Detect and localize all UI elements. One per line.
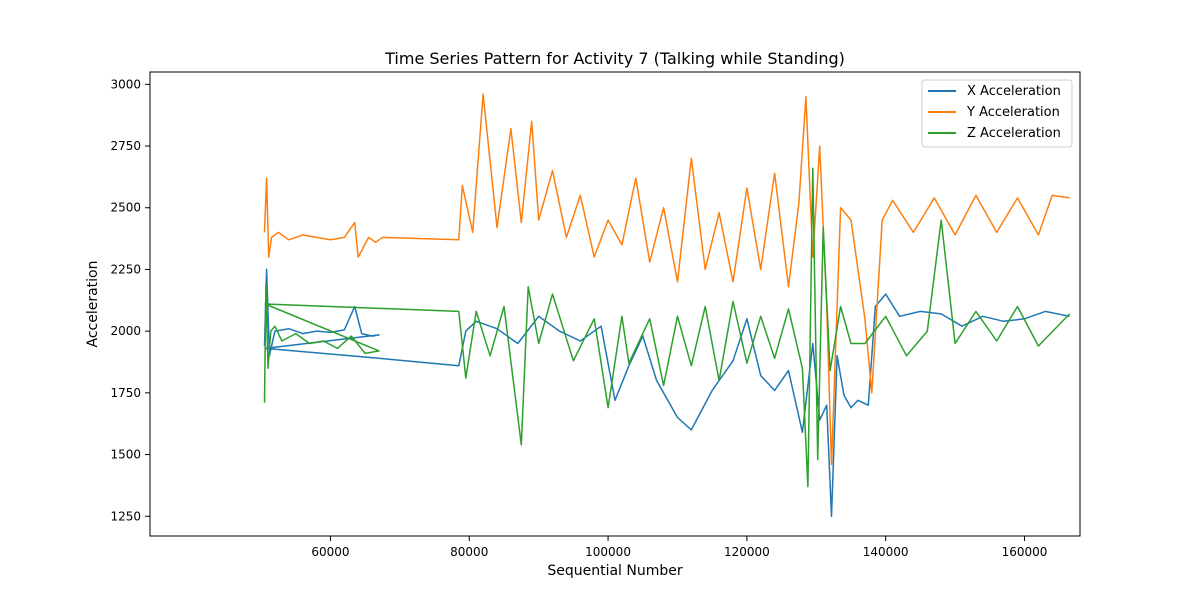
legend-box (921, 79, 1073, 148)
legend-label: Z Acceleration (967, 126, 1061, 141)
y-tick-label: 3000 (110, 77, 141, 91)
plot-frame (149, 71, 1081, 537)
x-tick-label: 60000 (311, 545, 349, 559)
x-tick-label: 80000 (450, 545, 488, 559)
chart-title: Time Series Pattern for Activity 7 (Talk… (384, 49, 845, 68)
x-axis-label: Sequential Number (547, 563, 683, 579)
y-tick-label: 2500 (110, 201, 141, 215)
series-line-3 (263, 167, 1071, 488)
legend-label: X Acceleration (967, 84, 1061, 99)
y-tick-label: 2250 (110, 262, 141, 276)
y-tick-label: 2000 (110, 324, 141, 338)
x-axis: 60000 80000 100000 120000 140000 160000 (311, 536, 1047, 559)
y-tick-label: 2750 (110, 139, 141, 153)
plot-area (263, 93, 1071, 518)
y-axis-label: Acceleration (85, 261, 101, 348)
y-tick-label: 1500 (110, 448, 141, 462)
series-line-1 (263, 268, 1070, 518)
legend-label: Y Acceleration (966, 105, 1060, 120)
x-tick-label: 140000 (863, 545, 909, 559)
x-tick-label: 160000 (1002, 545, 1048, 559)
x-tick-label: 120000 (724, 545, 770, 559)
x-tick-label: 100000 (585, 545, 631, 559)
y-axis: 1250 1500 1750 2000 2250 2500 2750 3000 (110, 77, 150, 523)
series-line-2 (263, 93, 1070, 466)
y-tick-label: 1750 (110, 386, 141, 400)
y-tick-label: 1250 (110, 509, 141, 523)
legend: X Acceleration Y Acceleration Z Accelerati… (921, 79, 1073, 148)
